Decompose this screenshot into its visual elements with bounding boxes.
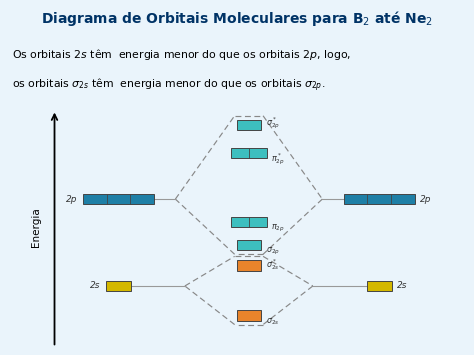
Text: $\sigma^*_{2s}$: $\sigma^*_{2s}$ bbox=[266, 257, 279, 272]
Text: $\sigma^*_{2p}$: $\sigma^*_{2p}$ bbox=[266, 116, 280, 131]
Bar bbox=[237, 310, 261, 321]
Text: $\sigma_{2s}$: $\sigma_{2s}$ bbox=[266, 317, 279, 327]
Text: 2s: 2s bbox=[90, 282, 100, 290]
Text: 2p: 2p bbox=[66, 195, 77, 203]
Bar bbox=[367, 280, 392, 291]
Bar bbox=[83, 194, 154, 204]
Text: os orbitais $\sigma_{2s}$ têm  energia menor do que os orbitais $\sigma_{2p}$.: os orbitais $\sigma_{2s}$ têm energia me… bbox=[12, 77, 325, 94]
Bar bbox=[237, 120, 261, 130]
Bar bbox=[237, 260, 261, 271]
Bar bbox=[344, 194, 415, 204]
Text: 2p: 2p bbox=[420, 195, 432, 203]
Text: Energia: Energia bbox=[30, 207, 41, 247]
Text: $\sigma_{2p}$: $\sigma_{2p}$ bbox=[266, 246, 280, 257]
Bar bbox=[237, 240, 261, 251]
Text: Diagrama de Orbitais Moleculares para B$_2$ até Ne$_2$: Diagrama de Orbitais Moleculares para B$… bbox=[41, 9, 433, 28]
Text: $\pi^*_{2p}$: $\pi^*_{2p}$ bbox=[271, 152, 285, 167]
Bar bbox=[231, 217, 266, 228]
Text: Os orbitais 2$s$ têm  energia menor do que os orbitais 2$p$, logo,: Os orbitais 2$s$ têm energia menor do qu… bbox=[12, 47, 351, 62]
Text: 2s: 2s bbox=[397, 282, 408, 290]
Text: $\pi_{2p}$: $\pi_{2p}$ bbox=[271, 223, 285, 234]
Bar bbox=[106, 280, 131, 291]
Bar bbox=[231, 148, 266, 158]
